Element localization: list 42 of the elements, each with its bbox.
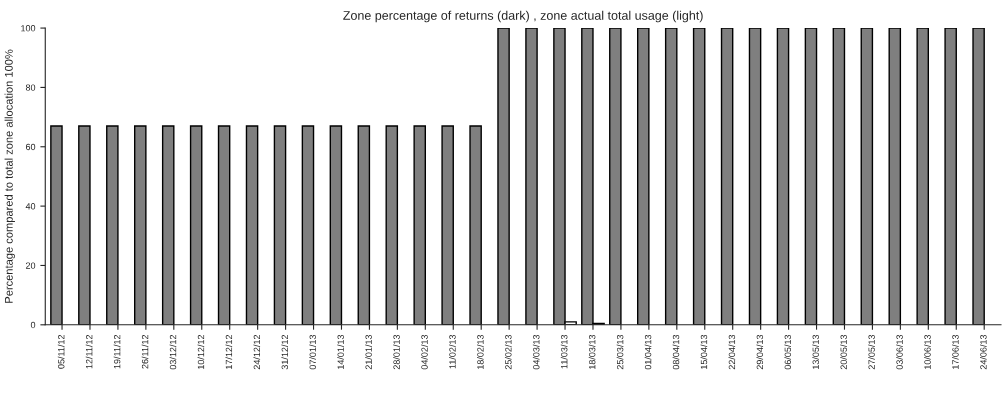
- x-tick-label: 18/02/13: [477, 334, 484, 369]
- y-tick-label: 60: [25, 143, 36, 151]
- x-tick-label: 11/02/13: [449, 334, 456, 369]
- y-axis-title: Percentage compared to total zone allocation 100%: [4, 49, 15, 303]
- y-tick-label: 40: [25, 203, 36, 210]
- x-tick-label: 12/11/12: [85, 334, 93, 369]
- x-tick-label: 26/11/12: [141, 334, 149, 369]
- x-tick-label: 14/01/13: [337, 334, 344, 369]
- x-tick-label: 03/06/13: [896, 334, 903, 370]
- x-tick-label: 10/12/12: [197, 334, 205, 369]
- x-tick-label: 19/11/12: [113, 334, 121, 369]
- x-tick-label: 01/04/13: [644, 334, 652, 370]
- x-tick-label: 10/06/13: [924, 334, 931, 369]
- x-tick-label: 04/03/13: [532, 334, 540, 370]
- x-tick-label: 25/03/13: [616, 334, 624, 370]
- x-tick-label: 24/12/12: [253, 334, 261, 370]
- x-tick-label: 31/12/12: [281, 334, 289, 370]
- y-tick-label: 80: [25, 84, 36, 91]
- x-tick-label: 17/12/12: [225, 334, 233, 369]
- x-tick-label: 24/06/13: [980, 334, 987, 370]
- y-tick-label: 100: [21, 25, 36, 32]
- x-tick-label: 04/02/13: [421, 334, 428, 370]
- x-tick-label: 11/03/13: [560, 334, 568, 369]
- x-tick-label: 21/01/13: [365, 334, 372, 370]
- x-tick-label: 13/05/13: [812, 334, 819, 369]
- x-tick-label: 06/05/13: [784, 334, 792, 370]
- x-tick-label: 20/05/13: [840, 334, 847, 370]
- x-tick-label: 27/05/13: [868, 334, 875, 370]
- x-tick-label: 29/04/13: [756, 334, 764, 370]
- x-tick-label: 08/04/13: [672, 334, 680, 370]
- y-tick-label: 0: [30, 321, 36, 329]
- x-tick-label: 18/03/13: [588, 334, 596, 369]
- chart-title: Zone percentage of returns (dark) , zone actual total usage (light): [343, 10, 703, 23]
- x-tick-label: 22/04/13: [728, 334, 736, 370]
- x-tick-label: 28/01/13: [393, 334, 400, 370]
- x-tick-label: 03/12/12: [169, 334, 177, 370]
- y-tick-label: 20: [25, 262, 36, 269]
- x-tick-label: 15/04/13: [700, 334, 708, 369]
- x-tick-label: 07/01/13: [309, 334, 316, 370]
- x-tick-label: 25/02/13: [504, 334, 512, 370]
- x-tick-label: 05/11/12: [57, 334, 65, 369]
- x-tick-label: 17/06/13: [952, 334, 959, 369]
